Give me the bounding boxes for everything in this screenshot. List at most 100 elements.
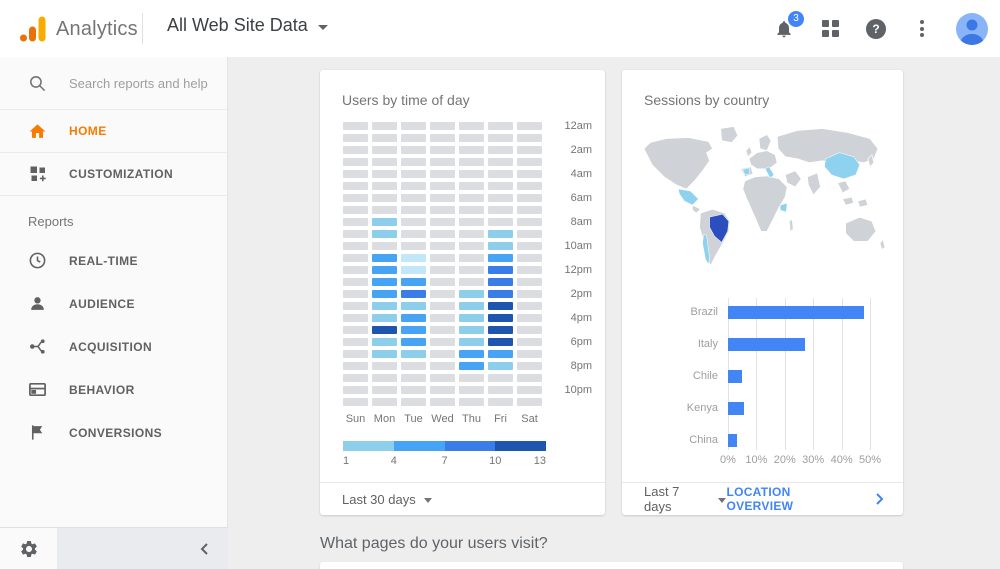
heatmap-cell[interactable] [517,218,542,226]
heatmap-cell[interactable] [430,398,455,406]
bar[interactable] [728,369,743,383]
heatmap-cell[interactable] [343,158,368,166]
heatmap-cell[interactable] [372,158,397,166]
heatmap-cell[interactable] [459,134,484,142]
map-spain[interactable] [742,167,751,176]
bar[interactable] [728,433,737,447]
map-se-asia[interactable] [837,180,851,194]
heatmap-cell[interactable] [430,206,455,214]
help-button[interactable]: ? [864,17,888,41]
heatmap-cell[interactable] [430,290,455,298]
heatmap-cell[interactable] [517,146,542,154]
heatmap-cell[interactable] [343,278,368,286]
timeframe-dropdown[interactable]: Last 7 days [644,484,727,514]
heatmap-cell[interactable] [401,158,426,166]
heatmap-cell[interactable] [430,278,455,286]
heatmap-cell[interactable] [372,290,397,298]
heatmap-cell[interactable] [459,182,484,190]
heatmap-cell[interactable] [430,158,455,166]
heatmap-cell[interactable] [488,218,513,226]
heatmap-cell[interactable] [430,254,455,262]
heatmap-cell[interactable] [401,386,426,394]
map-brazil[interactable] [709,213,729,243]
heatmap-cell[interactable] [430,362,455,370]
heatmap-cell[interactable] [488,158,513,166]
heatmap-cell[interactable] [488,182,513,190]
heatmap-cell[interactable] [430,350,455,358]
heatmap-cell[interactable] [372,194,397,202]
heatmap-cell[interactable] [430,266,455,274]
heatmap-cell[interactable] [401,194,426,202]
heatmap-cell[interactable] [343,362,368,370]
heatmap-cell[interactable] [372,122,397,130]
heatmap-cell[interactable] [517,122,542,130]
heatmap-cell[interactable] [401,314,426,322]
heatmap-cell[interactable] [517,182,542,190]
collapse-sidebar-button[interactable] [57,528,228,569]
map-greenland[interactable] [720,126,739,143]
sidebar-item-home[interactable]: HOME [0,110,227,153]
heatmap-cell[interactable] [401,326,426,334]
heatmap-cell[interactable] [488,254,513,262]
map-mexico[interactable] [678,188,699,206]
map-middle-east[interactable] [784,170,802,188]
heatmap-cell[interactable] [372,302,397,310]
heatmap-cell[interactable] [372,350,397,358]
heatmap-cell[interactable] [343,230,368,238]
heatmap-cell[interactable] [430,194,455,202]
sidebar-item-acquisition[interactable]: ACQUISITION [0,325,227,368]
heatmap-cell[interactable] [517,314,542,322]
heatmap-cell[interactable] [401,218,426,226]
heatmap-cell[interactable] [343,290,368,298]
sidebar-item-real-time[interactable]: REAL-TIME [0,239,227,282]
heatmap-cell[interactable] [372,386,397,394]
map-central-america[interactable] [692,204,702,214]
heatmap-cell[interactable] [430,338,455,346]
analytics-logo[interactable]: Analytics [18,14,138,44]
heatmap-cell[interactable] [459,350,484,358]
heatmap-cell[interactable] [459,290,484,298]
notifications-button[interactable]: 3 [772,10,804,41]
heatmap-cell[interactable] [517,302,542,310]
map-italy[interactable] [764,166,775,179]
heatmap-cell[interactable] [488,362,513,370]
heatmap-cell[interactable] [488,374,513,382]
map-india[interactable] [806,172,821,196]
heatmap-cell[interactable] [459,194,484,202]
heatmap-cell[interactable] [517,326,542,334]
heatmap-cell[interactable] [488,242,513,250]
heatmap-cell[interactable] [517,230,542,238]
heatmap-cell[interactable] [517,170,542,178]
heatmap-cell[interactable] [459,278,484,286]
heatmap-cell[interactable] [401,230,426,238]
heatmap-cell[interactable] [343,170,368,178]
heatmap-cell[interactable] [488,230,513,238]
timeframe-dropdown[interactable]: Last 30 days [342,492,432,507]
heatmap-cell[interactable] [372,326,397,334]
map-australia[interactable] [845,216,877,242]
heatmap-cell[interactable] [372,254,397,262]
map-china[interactable] [824,152,861,180]
heatmap-cell[interactable] [343,302,368,310]
heatmap-cell[interactable] [517,398,542,406]
heatmap-cell[interactable] [343,326,368,334]
heatmap-cell[interactable] [459,242,484,250]
heatmap-cell[interactable] [372,242,397,250]
heatmap-cell[interactable] [488,350,513,358]
heatmap-cell[interactable] [401,302,426,310]
heatmap-cell[interactable] [459,302,484,310]
heatmap-cell[interactable] [343,206,368,214]
heatmap-cell[interactable] [488,338,513,346]
heatmap-cell[interactable] [401,170,426,178]
heatmap-cell[interactable] [517,374,542,382]
heatmap-cell[interactable] [459,314,484,322]
heatmap-cell[interactable] [459,362,484,370]
heatmap-cell[interactable] [459,326,484,334]
location-overview-link[interactable]: LOCATION OVERVIEW [726,485,885,513]
bar[interactable] [728,305,865,319]
heatmap-cell[interactable] [343,194,368,202]
heatmap-cell[interactable] [459,218,484,226]
map-africa[interactable] [742,175,788,232]
heatmap-cell[interactable] [488,278,513,286]
heatmap-cell[interactable] [517,266,542,274]
